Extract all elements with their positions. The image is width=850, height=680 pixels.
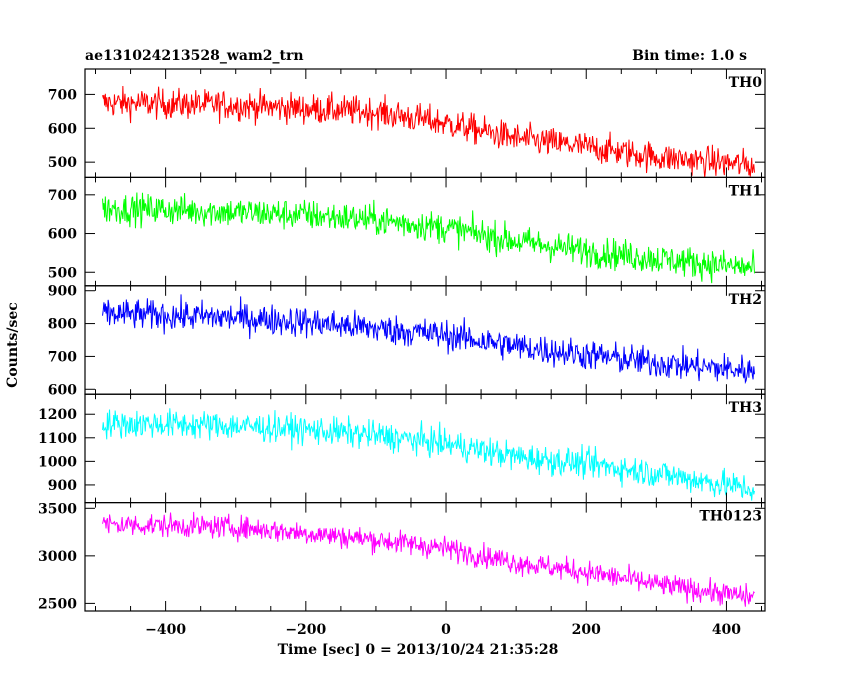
y-tick-label: 600 — [48, 121, 77, 137]
panel-label-th3: TH3 — [729, 400, 762, 416]
y-tick-label: 3500 — [38, 501, 77, 517]
panels: 500 600 700 TH0 500 600 700 TH1 600 700 800 900 TH2 9… — [38, 68, 766, 638]
y-tick-label: 500 — [48, 265, 77, 281]
y-tick-label: 900 — [48, 284, 77, 300]
y-tick-label: 700 — [48, 188, 77, 204]
y-tick-label: 700 — [48, 87, 77, 103]
x-tick-label: −200 — [285, 622, 326, 638]
x-tick-label: 0 — [441, 622, 451, 638]
panel-frame-th2 — [84, 285, 766, 395]
panel-label-th2: TH2 — [729, 292, 762, 308]
panel-frame-th1 — [84, 176, 766, 287]
y-tick-label: 3000 — [38, 549, 77, 565]
chart-subtitle: Bin time: 1.0 s — [632, 48, 747, 64]
panel-label-th0123: TH0123 — [699, 509, 762, 525]
series-line-th0 — [102, 86, 755, 178]
series-line-th3 — [102, 408, 755, 501]
panel-frame-th0123 — [84, 502, 766, 612]
panel-label-th1: TH1 — [729, 183, 762, 199]
series-line-th1 — [102, 192, 755, 284]
x-tick-label: 200 — [572, 622, 601, 638]
chart-title: ae131024213528_wam2_trn — [85, 48, 304, 64]
x-tick-label: −400 — [145, 622, 186, 638]
y-tick-label: 500 — [48, 155, 77, 171]
y-tick-label: 600 — [48, 227, 77, 243]
y-axis-label: Counts/sec — [5, 302, 21, 388]
y-tick-label: 800 — [48, 317, 77, 333]
y-tick-label: 1200 — [38, 407, 77, 423]
y-tick-label: 2500 — [38, 596, 77, 612]
x-tick-label: 400 — [712, 622, 741, 638]
y-tick-label: 900 — [48, 478, 77, 494]
series-line-th0123 — [102, 511, 755, 607]
panel-frame-th3 — [84, 393, 766, 504]
y-tick-label: 600 — [48, 382, 77, 398]
panel-label-th0: TH0 — [729, 75, 763, 91]
x-axis-label: Time [sec] 0 = 2013/10/24 21:35:28 — [278, 642, 559, 658]
y-tick-label: 1100 — [38, 431, 77, 447]
series-line-th2 — [102, 294, 755, 385]
y-tick-label: 1000 — [38, 454, 77, 470]
y-tick-label: 700 — [48, 349, 77, 365]
